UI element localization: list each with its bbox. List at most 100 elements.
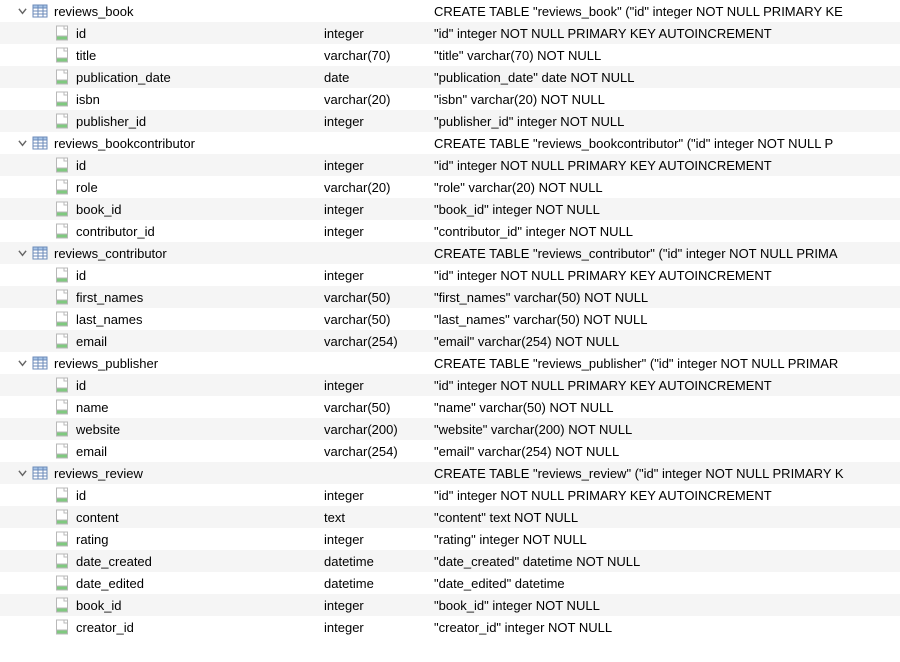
column-row[interactable]: first_names varchar(50) "first_names" va…: [0, 286, 900, 308]
column-row[interactable]: title varchar(70) "title" varchar(70) NO…: [0, 44, 900, 66]
column-row[interactable]: id integer "id" integer NOT NULL PRIMARY…: [0, 154, 900, 176]
table-row[interactable]: reviews_review CREATE TABLE "reviews_rev…: [0, 462, 900, 484]
table-row[interactable]: reviews_book CREATE TABLE "reviews_book"…: [0, 0, 900, 22]
column-row[interactable]: isbn varchar(20) "isbn" varchar(20) NOT …: [0, 88, 900, 110]
column-icon: [54, 399, 70, 415]
column-row[interactable]: date_edited datetime "date_edited" datet…: [0, 572, 900, 594]
expand-chevron-icon[interactable]: [16, 137, 28, 149]
table-icon: [32, 465, 48, 481]
column-icon: [54, 509, 70, 525]
column-row[interactable]: publisher_id integer "publisher_id" inte…: [0, 110, 900, 132]
column-type: varchar(70): [320, 48, 430, 63]
ddl-cell: CREATE TABLE "reviews_book" ("id" intege…: [430, 4, 900, 19]
column-icon: [54, 201, 70, 217]
expand-chevron-icon[interactable]: [16, 467, 28, 479]
column-name: title: [76, 48, 96, 63]
column-name: email: [76, 444, 107, 459]
column-icon: [54, 443, 70, 459]
column-type: varchar(50): [320, 312, 430, 327]
column-type: varchar(50): [320, 290, 430, 305]
column-type: integer: [320, 224, 430, 239]
column-type: varchar(50): [320, 400, 430, 415]
column-row[interactable]: name varchar(50) "name" varchar(50) NOT …: [0, 396, 900, 418]
column-type: varchar(20): [320, 92, 430, 107]
column-row[interactable]: email varchar(254) "email" varchar(254) …: [0, 440, 900, 462]
column-def: "creator_id" integer NOT NULL: [430, 620, 900, 635]
column-row[interactable]: publication_date date "publication_date"…: [0, 66, 900, 88]
column-row[interactable]: website varchar(200) "website" varchar(2…: [0, 418, 900, 440]
column-row[interactable]: email varchar(254) "email" varchar(254) …: [0, 330, 900, 352]
column-icon: [54, 289, 70, 305]
column-type: integer: [320, 158, 430, 173]
column-name: creator_id: [76, 620, 134, 635]
column-type: integer: [320, 202, 430, 217]
column-name: first_names: [76, 290, 143, 305]
column-def: "contributor_id" integer NOT NULL: [430, 224, 900, 239]
column-def: "last_names" varchar(50) NOT NULL: [430, 312, 900, 327]
schema-tree: reviews_book CREATE TABLE "reviews_book"…: [0, 0, 900, 638]
column-row[interactable]: id integer "id" integer NOT NULL PRIMARY…: [0, 484, 900, 506]
column-row[interactable]: rating integer "rating" integer NOT NULL: [0, 528, 900, 550]
column-type: integer: [320, 620, 430, 635]
column-row[interactable]: book_id integer "book_id" integer NOT NU…: [0, 198, 900, 220]
column-row[interactable]: last_names varchar(50) "last_names" varc…: [0, 308, 900, 330]
column-def: "book_id" integer NOT NULL: [430, 202, 900, 217]
column-row[interactable]: date_created datetime "date_created" dat…: [0, 550, 900, 572]
column-name: isbn: [76, 92, 100, 107]
column-def: "id" integer NOT NULL PRIMARY KEY AUTOIN…: [430, 268, 900, 283]
table-row[interactable]: reviews_publisher CREATE TABLE "reviews_…: [0, 352, 900, 374]
column-row[interactable]: content text "content" text NOT NULL: [0, 506, 900, 528]
column-def: "email" varchar(254) NOT NULL: [430, 334, 900, 349]
column-name: id: [76, 268, 86, 283]
expand-chevron-icon[interactable]: [16, 357, 28, 369]
column-icon: [54, 311, 70, 327]
column-def: "first_names" varchar(50) NOT NULL: [430, 290, 900, 305]
column-type: date: [320, 70, 430, 85]
table-icon: [32, 245, 48, 261]
column-def: "id" integer NOT NULL PRIMARY KEY AUTOIN…: [430, 158, 900, 173]
column-row[interactable]: creator_id integer "creator_id" integer …: [0, 616, 900, 638]
column-row[interactable]: contributor_id integer "contributor_id" …: [0, 220, 900, 242]
column-name: name: [76, 400, 109, 415]
column-icon: [54, 421, 70, 437]
column-def: "date_edited" datetime: [430, 576, 900, 591]
column-type: integer: [320, 488, 430, 503]
column-type: integer: [320, 598, 430, 613]
column-row[interactable]: role varchar(20) "role" varchar(20) NOT …: [0, 176, 900, 198]
column-icon: [54, 619, 70, 635]
column-type: datetime: [320, 554, 430, 569]
column-row[interactable]: id integer "id" integer NOT NULL PRIMARY…: [0, 22, 900, 44]
column-def: "website" varchar(200) NOT NULL: [430, 422, 900, 437]
column-icon: [54, 113, 70, 129]
column-icon: [54, 531, 70, 547]
ddl-cell: CREATE TABLE "reviews_review" ("id" inte…: [430, 466, 900, 481]
column-row[interactable]: id integer "id" integer NOT NULL PRIMARY…: [0, 374, 900, 396]
table-row[interactable]: reviews_bookcontributor CREATE TABLE "re…: [0, 132, 900, 154]
table-name: reviews_publisher: [54, 356, 158, 371]
column-row[interactable]: id integer "id" integer NOT NULL PRIMARY…: [0, 264, 900, 286]
column-def: "date_created" datetime NOT NULL: [430, 554, 900, 569]
column-name: id: [76, 378, 86, 393]
column-name: last_names: [76, 312, 142, 327]
column-icon: [54, 267, 70, 283]
column-def: "name" varchar(50) NOT NULL: [430, 400, 900, 415]
column-name: id: [76, 158, 86, 173]
column-name: id: [76, 488, 86, 503]
column-name: content: [76, 510, 119, 525]
column-row[interactable]: book_id integer "book_id" integer NOT NU…: [0, 594, 900, 616]
column-name: email: [76, 334, 107, 349]
column-name: id: [76, 26, 86, 41]
column-name: role: [76, 180, 98, 195]
column-name: publisher_id: [76, 114, 146, 129]
column-name: website: [76, 422, 120, 437]
column-icon: [54, 487, 70, 503]
expand-chevron-icon[interactable]: [16, 5, 28, 17]
column-def: "title" varchar(70) NOT NULL: [430, 48, 900, 63]
column-def: "isbn" varchar(20) NOT NULL: [430, 92, 900, 107]
column-name: date_created: [76, 554, 152, 569]
expand-chevron-icon[interactable]: [16, 247, 28, 259]
table-name: reviews_book: [54, 4, 134, 19]
column-icon: [54, 47, 70, 63]
column-type: integer: [320, 114, 430, 129]
table-row[interactable]: reviews_contributor CREATE TABLE "review…: [0, 242, 900, 264]
